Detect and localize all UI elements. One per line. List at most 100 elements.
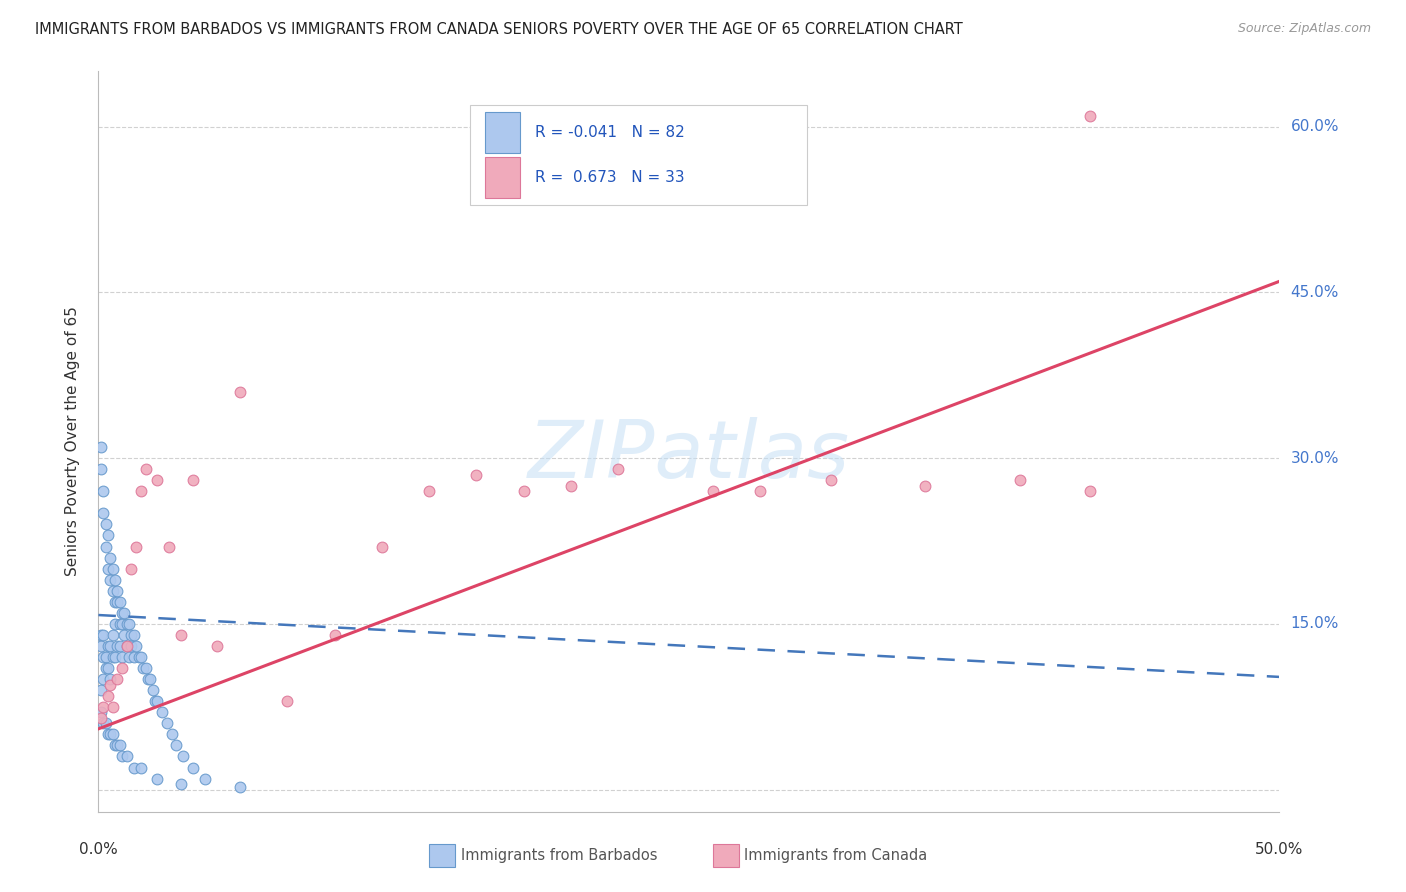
Point bbox=[90, 639, 112, 653]
Point bbox=[105, 583, 128, 598]
Text: 15.0%: 15.0% bbox=[1291, 616, 1339, 632]
Point bbox=[90, 706, 112, 720]
Point bbox=[91, 628, 114, 642]
Point bbox=[104, 573, 127, 587]
Point bbox=[229, 780, 252, 795]
Point bbox=[98, 727, 121, 741]
Point bbox=[181, 760, 204, 774]
Point bbox=[104, 595, 127, 609]
Text: ZIPatlas: ZIPatlas bbox=[527, 417, 851, 495]
Point bbox=[136, 672, 159, 686]
Point bbox=[91, 507, 114, 521]
Point bbox=[104, 616, 127, 631]
Point bbox=[115, 639, 138, 653]
Point bbox=[101, 699, 124, 714]
Point bbox=[104, 650, 127, 665]
Point bbox=[121, 639, 143, 653]
Point bbox=[98, 639, 121, 653]
Point bbox=[98, 672, 121, 686]
Point bbox=[125, 639, 148, 653]
Point bbox=[122, 628, 145, 642]
Point bbox=[111, 650, 134, 665]
Point bbox=[1080, 109, 1102, 123]
Point bbox=[90, 462, 112, 476]
Point bbox=[702, 484, 724, 499]
Point bbox=[170, 628, 193, 642]
Point bbox=[229, 384, 252, 399]
Point bbox=[170, 777, 193, 791]
Point bbox=[105, 639, 128, 653]
Point bbox=[111, 661, 134, 675]
Y-axis label: Seniors Poverty Over the Age of 65: Seniors Poverty Over the Age of 65 bbox=[65, 307, 80, 576]
Point bbox=[105, 672, 128, 686]
Text: 45.0%: 45.0% bbox=[1291, 285, 1339, 300]
FancyBboxPatch shape bbox=[485, 112, 520, 153]
Point bbox=[94, 716, 117, 731]
Point bbox=[111, 616, 134, 631]
Text: 0.0%: 0.0% bbox=[79, 842, 118, 857]
Point bbox=[108, 595, 131, 609]
Text: 60.0%: 60.0% bbox=[1291, 120, 1339, 134]
Point bbox=[104, 739, 127, 753]
Point bbox=[122, 760, 145, 774]
Point bbox=[129, 760, 152, 774]
Point bbox=[418, 484, 440, 499]
Point bbox=[914, 479, 936, 493]
Point bbox=[371, 540, 394, 554]
Text: Immigrants from Canada: Immigrants from Canada bbox=[744, 848, 928, 863]
Point bbox=[115, 639, 138, 653]
Point bbox=[90, 683, 112, 698]
Point bbox=[91, 699, 114, 714]
Point bbox=[101, 583, 124, 598]
Point bbox=[146, 473, 169, 487]
Point bbox=[112, 628, 135, 642]
Point bbox=[146, 772, 169, 786]
Point bbox=[91, 716, 114, 731]
Point bbox=[97, 561, 120, 575]
Point bbox=[276, 694, 298, 708]
Point bbox=[748, 484, 770, 499]
Point bbox=[157, 540, 180, 554]
FancyBboxPatch shape bbox=[485, 157, 520, 198]
Point bbox=[156, 716, 179, 731]
Point bbox=[97, 727, 120, 741]
Point bbox=[132, 661, 155, 675]
Point bbox=[91, 484, 114, 499]
Text: Immigrants from Barbados: Immigrants from Barbados bbox=[461, 848, 658, 863]
Point bbox=[101, 650, 124, 665]
Point bbox=[101, 561, 124, 575]
Point bbox=[118, 616, 141, 631]
Point bbox=[135, 661, 157, 675]
Point bbox=[160, 727, 183, 741]
FancyBboxPatch shape bbox=[471, 104, 807, 204]
Text: 50.0%: 50.0% bbox=[1256, 842, 1303, 857]
Point bbox=[91, 650, 114, 665]
Point bbox=[146, 694, 169, 708]
Point bbox=[205, 639, 228, 653]
Point bbox=[165, 739, 187, 753]
Point bbox=[181, 473, 204, 487]
Point bbox=[105, 739, 128, 753]
Point bbox=[108, 739, 131, 753]
Text: Source: ZipAtlas.com: Source: ZipAtlas.com bbox=[1237, 22, 1371, 36]
Point bbox=[105, 595, 128, 609]
Point bbox=[121, 561, 143, 575]
Point bbox=[97, 689, 120, 703]
Point bbox=[121, 628, 143, 642]
Point bbox=[90, 440, 112, 454]
Point bbox=[1080, 484, 1102, 499]
Point bbox=[125, 540, 148, 554]
Point bbox=[129, 650, 152, 665]
Point bbox=[135, 462, 157, 476]
Point bbox=[560, 479, 582, 493]
Point bbox=[194, 772, 217, 786]
Point bbox=[108, 639, 131, 653]
Point bbox=[108, 616, 131, 631]
Point bbox=[97, 639, 120, 653]
Point bbox=[142, 683, 165, 698]
Point bbox=[94, 540, 117, 554]
Point bbox=[143, 694, 166, 708]
Point bbox=[172, 749, 194, 764]
Point bbox=[101, 628, 124, 642]
Point bbox=[129, 484, 152, 499]
